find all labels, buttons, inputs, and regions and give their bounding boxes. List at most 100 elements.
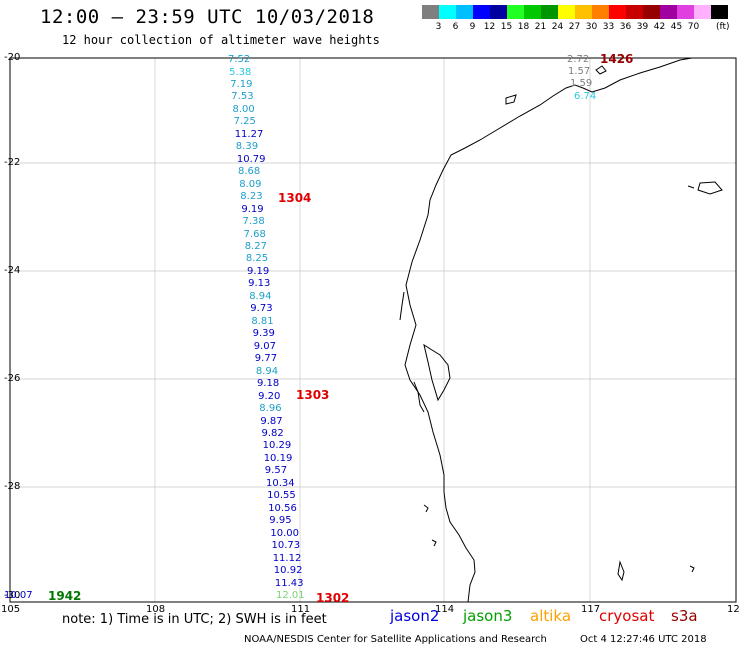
- wave-height-value: 8.96: [259, 403, 282, 414]
- scale-label: 27: [568, 22, 581, 32]
- wave-height-value: 10.00: [270, 527, 300, 539]
- wave-height-value: 8.94: [249, 290, 272, 302]
- scale-label: 39: [636, 22, 649, 32]
- footer-timestamp: Oct 4 12:27:46 UTC 2018: [580, 634, 707, 645]
- wave-height-value: 8.39: [235, 141, 259, 153]
- wave-height-value: 10.56: [268, 502, 297, 514]
- lat-label: -26: [4, 373, 21, 384]
- lon-label: 105: [1, 604, 21, 615]
- scale-swatch: [694, 5, 711, 19]
- scale-swatch: [660, 5, 677, 19]
- lon-label: 117: [581, 604, 601, 615]
- scale-swatch: [575, 5, 592, 19]
- footer-credit: NOAA/NESDIS Center for Satellite Applica…: [244, 634, 547, 645]
- legend-entry: cryosat: [599, 607, 655, 625]
- scale-label: 42: [653, 22, 666, 32]
- scale-unit: (ft): [716, 22, 730, 32]
- wave-height-value: 1.57: [568, 66, 591, 77]
- scale-swatch: [422, 5, 439, 19]
- wave-height-value: 8.27: [244, 241, 267, 252]
- scale-label: 9: [469, 22, 476, 32]
- scale-swatch: [490, 5, 507, 19]
- coastline: [399, 57, 723, 603]
- wave-height-value: 9.87: [260, 415, 283, 427]
- wave-height-value: 9.18: [257, 378, 280, 390]
- scale-swatch: [592, 5, 609, 19]
- lat-label: -30: [4, 590, 21, 601]
- wave-height-value: 12.01: [276, 590, 305, 601]
- scale-swatch: [626, 5, 643, 19]
- scale-label: 33: [602, 22, 615, 32]
- scale-swatch: [456, 5, 473, 19]
- scale-swatch: [439, 5, 456, 19]
- scale-swatch: [507, 5, 524, 19]
- wave-height-value: 8.68: [238, 166, 261, 178]
- scale-label: 70: [687, 22, 700, 32]
- wave-height-value: 10.55: [267, 490, 296, 502]
- pass-time-label: 1304: [278, 191, 312, 205]
- scale-swatch: [609, 5, 626, 19]
- map-frame: [9, 57, 737, 603]
- wave-height-value: 11.27: [234, 128, 264, 140]
- wave-height-value: 5.38: [229, 66, 252, 78]
- scale-swatch: [643, 5, 660, 19]
- wave-height-value: 11.43: [274, 577, 304, 589]
- wave-height-value: 7.53: [231, 91, 254, 103]
- wave-height-value: 9.07: [253, 340, 276, 352]
- wave-height-value: 9.39: [252, 328, 275, 340]
- wave-height-value: 9.82: [261, 428, 284, 439]
- note-text: note: 1) Time is in UTC; 2) SWH is in fe…: [62, 612, 327, 627]
- wave-height-value: 9.77: [254, 353, 278, 365]
- scale-label: 30: [585, 22, 598, 32]
- scale-label: 12: [483, 22, 496, 32]
- lon-label: 108: [146, 604, 166, 615]
- wave-height-value: 6.74: [574, 91, 597, 102]
- wave-height-value: 9.20: [258, 390, 281, 402]
- wave-height-value: 7.68: [243, 228, 266, 240]
- legend-entry: jason3: [463, 607, 513, 625]
- wave-height-value: 10.79: [236, 153, 266, 165]
- wave-height-value: 11.12: [272, 552, 302, 564]
- wave-height-value: 9.57: [264, 465, 288, 477]
- wave-height-value: 10.73: [271, 540, 301, 552]
- lon-label: 111: [291, 604, 311, 615]
- wave-height-value: 8.23: [240, 191, 263, 203]
- lat-label: -20: [4, 52, 21, 63]
- scale-label: 36: [619, 22, 632, 32]
- wave-height-value: 2.72: [567, 54, 590, 65]
- wave-height-value: 9.19: [241, 203, 264, 215]
- scale-label: 24: [551, 22, 564, 32]
- wave-height-value: 8.25: [245, 253, 269, 265]
- wave-height-value: 7.38: [242, 216, 265, 227]
- wave-height-value: 10.19: [263, 452, 293, 464]
- wave-height-value: 9.73: [250, 303, 273, 315]
- wave-height-value: 10.92: [273, 565, 303, 577]
- scale-label: 45: [670, 22, 683, 32]
- wave-height-value: 8.00: [232, 103, 255, 115]
- wave-height-value: 8.81: [251, 315, 274, 327]
- lat-label: -24: [4, 265, 21, 276]
- chart-subtitle: 12 hour collection of altimeter wave hei…: [62, 33, 380, 47]
- scale-label: 3: [435, 22, 442, 32]
- wave-height-value: 1.59: [570, 78, 593, 89]
- legend-entry: s3a: [671, 607, 698, 625]
- lon-label: 114: [435, 604, 455, 615]
- scale-swatch: [524, 5, 541, 19]
- scale-swatch: [473, 5, 490, 19]
- pass-time-label: 1426: [600, 52, 634, 66]
- chart-title: 12:00 — 23:59 UTC 10/03/2018: [40, 6, 375, 28]
- scale-swatch: [711, 5, 728, 19]
- wave-height-value: 10.29: [262, 440, 292, 452]
- scale-swatch: [558, 5, 575, 19]
- legend-entry: altika: [530, 607, 572, 625]
- scale-label: 15: [500, 22, 513, 32]
- wave-height-value: 7.19: [230, 78, 253, 90]
- wave-height-value: 8.94: [255, 365, 279, 377]
- lat-label: -22: [4, 157, 21, 168]
- lat-lon-grid: [10, 58, 736, 602]
- wave-height-value: 9.19: [247, 265, 270, 277]
- corner-track-value: 10.07: [4, 590, 33, 601]
- scale-label: 6: [452, 22, 459, 32]
- legend-entry: jason2: [390, 607, 440, 625]
